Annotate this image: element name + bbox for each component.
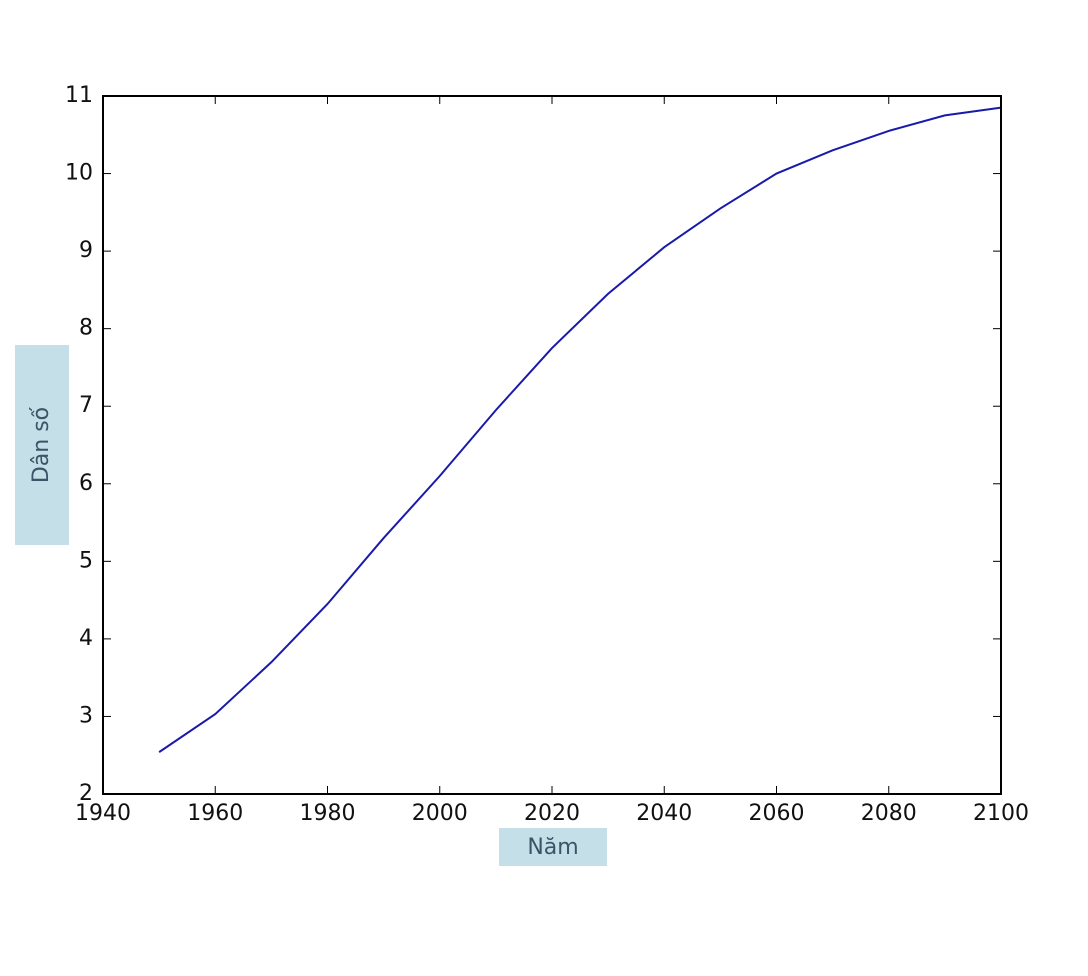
plot-frame — [102, 95, 1002, 795]
x-label-box — [499, 828, 607, 866]
y-label-box — [15, 345, 69, 545]
y-tick-label: 10 — [65, 161, 93, 186]
x-tick-label: 2060 — [749, 801, 805, 826]
y-tick-label: 4 — [79, 626, 93, 651]
y-tick-label: 2 — [79, 781, 93, 806]
x-tick-label: 2100 — [973, 801, 1029, 826]
y-axis-label: Dân số — [29, 406, 54, 483]
x-tick-label: 2000 — [412, 801, 468, 826]
x-tick-label: 1980 — [300, 801, 356, 826]
line — [158, 106, 1002, 753]
y-tick-label: 6 — [79, 471, 93, 496]
y-tick-label: 8 — [79, 316, 93, 341]
x-tick-label: 2020 — [524, 801, 580, 826]
y-tick-label: 5 — [79, 548, 93, 573]
y-tick-label: 9 — [79, 238, 93, 263]
y-tick-label: 3 — [79, 703, 93, 728]
x-tick-label: 1940 — [75, 801, 131, 826]
x-axis-label: Năm — [527, 835, 578, 860]
y-tick-label: 7 — [79, 393, 93, 418]
x-tick-label: 2080 — [861, 801, 917, 826]
x-tick-label: 1960 — [187, 801, 243, 826]
y-tick-label: 11 — [65, 83, 93, 108]
x-tick-label: 2040 — [636, 801, 692, 826]
